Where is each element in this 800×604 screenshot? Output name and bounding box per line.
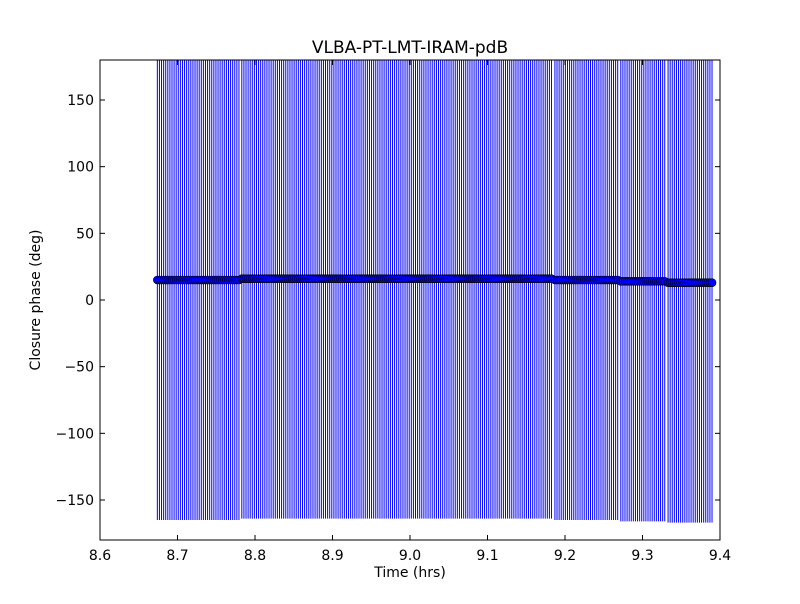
data-point	[707, 278, 717, 287]
x-tick-label: 9.2	[554, 548, 576, 564]
data-marks	[153, 60, 717, 523]
x-tick-label: 8.8	[244, 548, 266, 564]
y-tick-label: 0	[85, 293, 94, 309]
x-tick-label: 8.7	[166, 548, 188, 564]
y-tick-label: 100	[67, 160, 94, 176]
y-tick-label: −50	[64, 360, 94, 376]
y-tick-label: −100	[56, 426, 94, 442]
x-axis-label: Time (hrs)	[373, 565, 446, 581]
x-tick-label: 9.0	[399, 548, 421, 564]
x-tick-label: 8.6	[89, 548, 111, 564]
x-tick-label: 9.1	[476, 548, 498, 564]
x-tick-label: 9.3	[631, 548, 653, 564]
chart-title: VLBA-PT-LMT-IRAM-pdB	[312, 38, 508, 58]
y-axis-label: Closure phase (deg)	[28, 230, 44, 371]
x-tick-label: 8.9	[321, 548, 343, 564]
y-tick-label: −150	[56, 493, 94, 509]
y-tick-label: 50	[76, 226, 94, 242]
axis-ticks: 8.6 8.7 8.8 8.9 9.0 9.1 9.2 9.3 9.4 −150 −100 −50 0 5…	[56, 60, 731, 564]
x-tick-label: 9.4	[709, 548, 731, 564]
y-tick-label: 150	[67, 93, 94, 109]
